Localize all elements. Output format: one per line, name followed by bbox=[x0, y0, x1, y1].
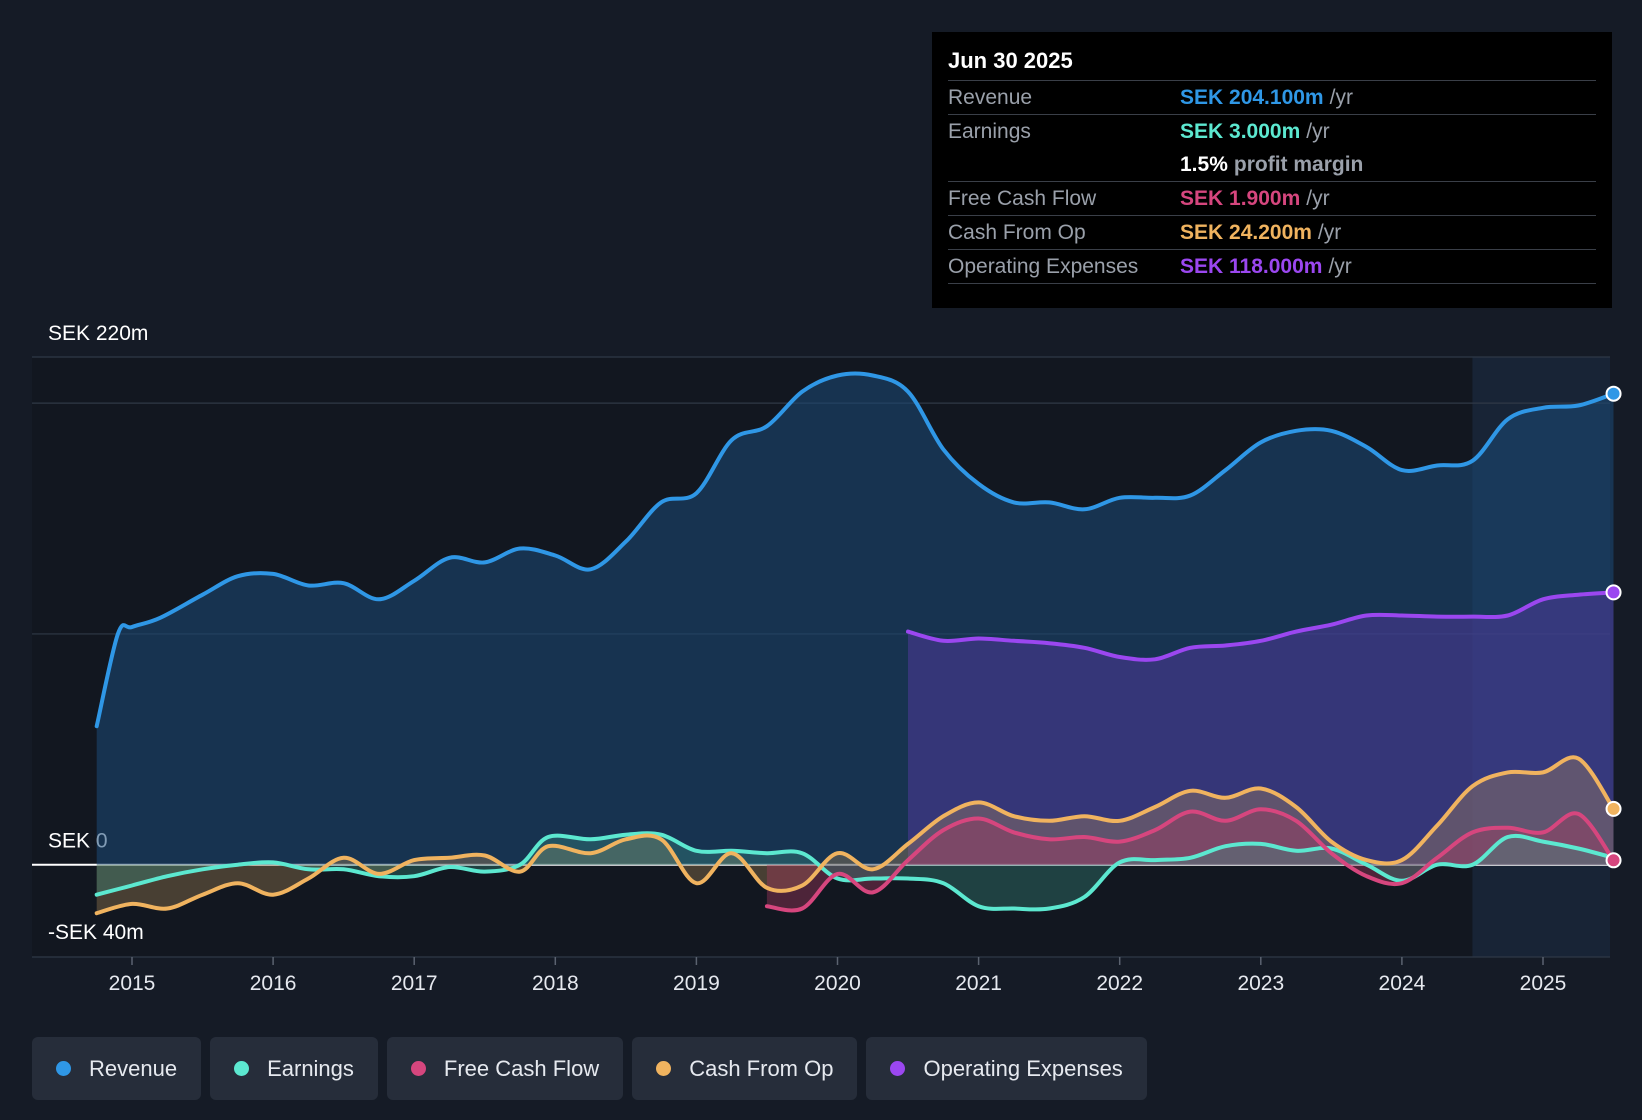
tooltip-value: SEK 204.100m bbox=[1180, 86, 1324, 109]
earnings-line bbox=[94, 831, 1616, 912]
x-tick-label: 2017 bbox=[391, 972, 438, 995]
tooltip-unit: /yr bbox=[1306, 187, 1330, 210]
tooltip-row-profit-margin: 1.5% profit margin bbox=[948, 148, 1596, 182]
legend-label: Free Cash Flow bbox=[443, 1055, 600, 1081]
y-axis-label: -SEK 40m bbox=[48, 921, 144, 944]
free-cash-flow-line bbox=[764, 807, 1616, 913]
tooltip-value: SEK 3.000m bbox=[1180, 120, 1301, 143]
earnings-dot-icon bbox=[234, 1061, 250, 1076]
x-tick-label: 2021 bbox=[955, 972, 1002, 995]
revenue-line bbox=[94, 371, 1616, 729]
cash-from-op-end-marker bbox=[1605, 800, 1622, 817]
tooltip-unit: /yr bbox=[1306, 120, 1330, 143]
tooltip-value: SEK 118.000m bbox=[1180, 255, 1323, 278]
legend-item-operating-expenses[interactable]: Operating Expenses bbox=[866, 1037, 1147, 1100]
legend-item-free-cash-flow[interactable]: Free Cash Flow bbox=[386, 1037, 624, 1100]
tooltip-row-revenue: Revenue SEK 204.100m /yr bbox=[948, 81, 1596, 115]
tooltip-unit: /yr bbox=[1317, 221, 1342, 244]
x-tick-label: 2018 bbox=[532, 972, 579, 995]
tooltip-label: Cash From Op bbox=[948, 221, 1086, 244]
tooltip-value: 1.5% bbox=[1180, 153, 1228, 176]
tooltip-label bbox=[948, 148, 1180, 181]
revenue-end-marker bbox=[1605, 385, 1622, 402]
tooltip-value: SEK 24.200m bbox=[1180, 221, 1312, 244]
x-tick-label: 2019 bbox=[673, 972, 720, 995]
operating-expenses-end-marker bbox=[1605, 584, 1622, 601]
legend-label: Revenue bbox=[89, 1055, 178, 1081]
legend: Revenue Earnings Free Cash Flow Cash Fro… bbox=[32, 1037, 1147, 1100]
x-tick-label: 2023 bbox=[1237, 972, 1284, 995]
operating-expenses-area bbox=[908, 592, 1614, 865]
legend-label: Operating Expenses bbox=[923, 1055, 1123, 1081]
operating-expenses-dot-icon bbox=[890, 1061, 906, 1076]
revenue-area bbox=[96, 373, 1614, 865]
x-tick-label: 2020 bbox=[814, 972, 861, 995]
cash-from-op-line bbox=[94, 755, 1616, 916]
tooltip-panel: Jun 30 2025 Revenue SEK 204.100m /yr Ear… bbox=[932, 32, 1612, 308]
y-axis-label: SEK 0 bbox=[48, 830, 108, 853]
x-tick-label: 2015 bbox=[109, 972, 156, 995]
tooltip-row-fcf: Free Cash Flow SEK 1.900m /yr bbox=[948, 182, 1596, 216]
x-tick-label: 2022 bbox=[1096, 972, 1143, 995]
cash-from-op-dot-icon bbox=[656, 1061, 672, 1076]
tooltip-date: Jun 30 2025 bbox=[948, 46, 1596, 81]
free-cash-flow-dot-icon bbox=[410, 1061, 426, 1076]
y-axis-label: SEK 220m bbox=[48, 322, 148, 345]
tooltip-unit: profit margin bbox=[1233, 153, 1364, 176]
tooltip-label: Operating Expenses bbox=[948, 255, 1139, 278]
tooltip-label: Revenue bbox=[948, 86, 1033, 109]
tooltip-unit: /yr bbox=[1328, 255, 1352, 278]
legend-label: Cash From Op bbox=[689, 1055, 834, 1081]
x-tick-label: 2025 bbox=[1520, 972, 1567, 995]
tooltip-row-opex: Operating Expenses SEK 118.000m /yr bbox=[948, 250, 1596, 284]
legend-item-cash-from-op[interactable]: Cash From Op bbox=[632, 1037, 858, 1100]
earnings-area bbox=[96, 833, 1614, 910]
operating-expenses-line bbox=[906, 590, 1616, 662]
tooltip-row-earnings: Earnings SEK 3.000m /yr bbox=[948, 115, 1596, 148]
free-cash-flow-area bbox=[766, 809, 1614, 911]
free-cash-flow-end-marker bbox=[1605, 852, 1622, 869]
tooltip-value: SEK 1.900m bbox=[1180, 187, 1301, 210]
legend-label: Earnings bbox=[267, 1055, 354, 1081]
legend-item-earnings[interactable]: Earnings bbox=[210, 1037, 378, 1100]
revenue-dot-icon bbox=[56, 1061, 71, 1076]
legend-item-revenue[interactable]: Revenue bbox=[32, 1037, 202, 1100]
tooltip-unit: /yr bbox=[1329, 86, 1353, 109]
tooltip-label: Free Cash Flow bbox=[948, 187, 1097, 210]
tooltip-row-cfo: Cash From Op SEK 24.200m /yr bbox=[948, 216, 1596, 250]
x-tick-label: 2024 bbox=[1379, 972, 1426, 995]
x-tick-label: 2016 bbox=[250, 972, 297, 995]
tooltip-label: Earnings bbox=[948, 120, 1031, 143]
